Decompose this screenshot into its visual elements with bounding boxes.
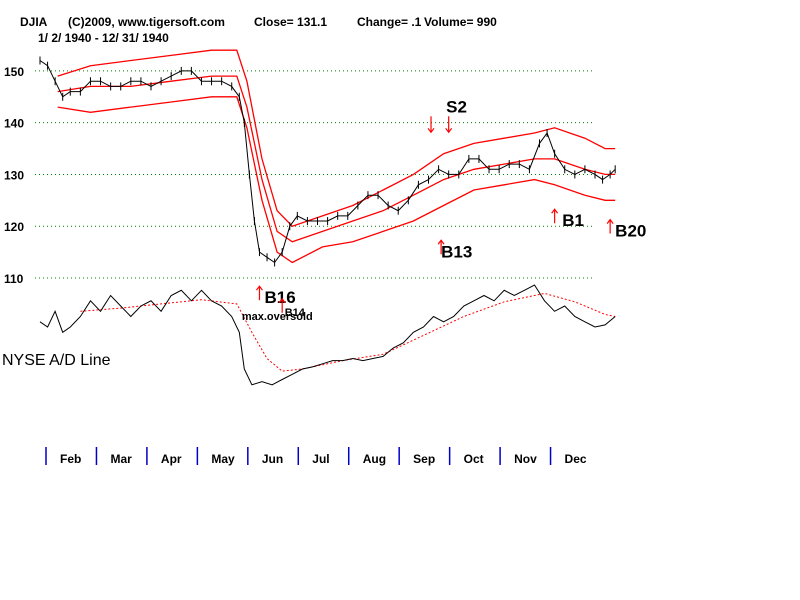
signal-label: B1 [562, 211, 584, 230]
price-line [39, 60, 616, 264]
upper-band-line [57, 49, 616, 227]
y-axis-ticks: 150 140 130 120 110 [4, 65, 24, 286]
signal-arrow-head [606, 218, 614, 224]
month-label: Dec [565, 452, 587, 466]
signal-arrow-head [437, 239, 445, 245]
signal-arrow-head [278, 297, 286, 304]
signal-arrow-head [445, 127, 453, 134]
signal-label: S2 [446, 97, 467, 116]
middle-band-line [57, 75, 616, 243]
header-close: Close= 131.1 [254, 15, 327, 29]
month-label: May [211, 452, 235, 466]
signal-arrow-head [427, 127, 435, 134]
month-label: Mar [110, 452, 132, 466]
bollinger-bands [57, 49, 616, 264]
price-series [39, 56, 616, 267]
month-label: Jun [262, 452, 283, 466]
signal-arrow-head [551, 208, 559, 214]
month-label: Sep [413, 452, 435, 466]
month-label: Feb [60, 452, 81, 466]
month-axis: Feb Mar Apr May Jun Jul Aug Sep Oct Nov Dec [45, 447, 587, 466]
ad-line-label: NYSE A/D Line [2, 352, 111, 369]
header-change: Change= .1 [357, 15, 422, 29]
lower-band-line [57, 96, 616, 264]
signal-arrow-head [255, 285, 263, 291]
header-volume: Volume= 990 [424, 15, 497, 29]
month-label: Oct [464, 452, 484, 466]
y-tick-label: 150 [4, 65, 24, 79]
y-tick-label: 140 [4, 117, 24, 131]
price-gridlines [35, 70, 595, 279]
month-label: Nov [514, 452, 537, 466]
signal-label: B13 [441, 242, 472, 261]
ad-line-panel [39, 284, 616, 386]
signal-label: max.oversold [242, 311, 313, 323]
month-label: Apr [161, 452, 182, 466]
y-tick-label: 110 [4, 272, 24, 286]
month-label: Aug [363, 452, 386, 466]
month-label: Jul [312, 452, 329, 466]
header-date-range: 1/ 2/ 1940 - 12/ 31/ 1940 [38, 31, 169, 45]
y-tick-label: 120 [4, 220, 24, 234]
ad-line-series [39, 284, 616, 386]
y-tick-label: 130 [4, 168, 24, 182]
signal-label: B20 [615, 222, 646, 241]
header-symbol: DJIA [20, 15, 48, 29]
signal-label: B14 [285, 307, 306, 319]
signal-label: B16 [265, 288, 296, 307]
header-copyright: (C)2009, www.tigersoft.com [68, 15, 225, 29]
ad-moving-average [80, 292, 616, 372]
